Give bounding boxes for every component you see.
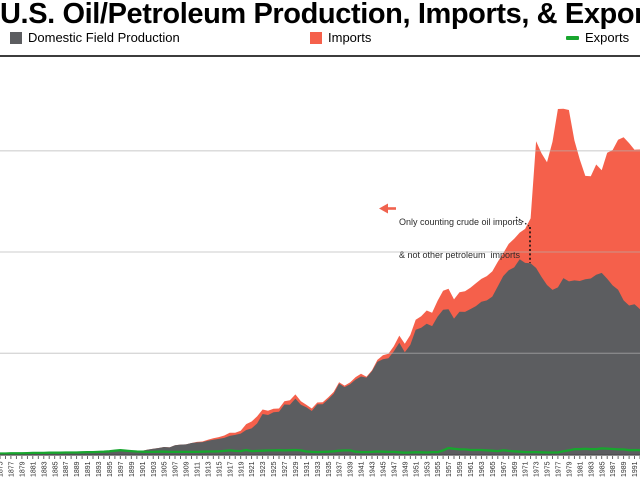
svg-text:1937: 1937 — [337, 461, 344, 477]
svg-text:1913: 1913 — [206, 461, 213, 477]
svg-text:1981: 1981 — [577, 461, 584, 477]
svg-text:1923: 1923 — [260, 461, 267, 477]
svg-text:1921: 1921 — [249, 461, 256, 477]
svg-text:1935: 1935 — [326, 461, 333, 477]
svg-text:1911: 1911 — [195, 462, 202, 477]
svg-text:1957: 1957 — [446, 461, 453, 477]
svg-text:1883: 1883 — [41, 461, 48, 477]
svg-text:1887: 1887 — [63, 461, 70, 477]
legend-item-exports: Exports — [566, 30, 629, 45]
svg-text:1955: 1955 — [435, 461, 442, 477]
production-area — [0, 259, 640, 455]
svg-text:1915: 1915 — [216, 461, 223, 477]
svg-text:1931: 1931 — [304, 461, 311, 477]
imports-swatch-icon — [310, 31, 322, 44]
svg-text:1961: 1961 — [468, 461, 475, 477]
legend-label-imports: Imports — [328, 30, 372, 45]
svg-text:1973: 1973 — [534, 461, 541, 477]
exports-dash-icon — [566, 35, 579, 40]
x-axis-ticks — [0, 456, 640, 459]
svg-text:1905: 1905 — [162, 461, 169, 477]
svg-text:1983: 1983 — [588, 461, 595, 477]
svg-text:1941: 1941 — [359, 461, 366, 477]
svg-text:1877: 1877 — [9, 461, 16, 477]
svg-text:1893: 1893 — [96, 461, 103, 477]
svg-text:1967: 1967 — [501, 461, 508, 477]
svg-text:1875: 1875 — [0, 461, 5, 477]
svg-text:1975: 1975 — [545, 461, 552, 477]
x-axis-labels: 1875 1877 1879 1881 1883 1885 1887 1889 1891 1893… — [0, 461, 639, 477]
legend-item-production: Domestic Field Production — [10, 30, 180, 45]
svg-text:1889: 1889 — [74, 461, 81, 477]
svg-text:1971: 1971 — [523, 461, 530, 477]
svg-text:1901: 1901 — [140, 461, 147, 477]
svg-text:1907: 1907 — [173, 461, 180, 477]
legend: Domestic Field Production Imports Export… — [0, 30, 640, 48]
gridlines — [0, 150, 640, 354]
svg-text:1881: 1881 — [30, 461, 37, 477]
svg-text:1949: 1949 — [402, 461, 409, 477]
svg-text:1919: 1919 — [238, 461, 245, 477]
svg-text:1925: 1925 — [271, 461, 278, 477]
legend-item-imports: Imports — [310, 30, 371, 45]
svg-text:1951: 1951 — [413, 461, 420, 477]
svg-text:1985: 1985 — [599, 461, 606, 477]
svg-text:1917: 1917 — [227, 461, 234, 477]
svg-text:1989: 1989 — [621, 461, 628, 477]
svg-text:1929: 1929 — [293, 461, 300, 477]
svg-text:1959: 1959 — [457, 461, 464, 477]
svg-text:1939: 1939 — [348, 461, 355, 477]
annotation-note: Only counting crude oil imports & not ot… — [399, 195, 523, 283]
production-swatch-icon — [10, 31, 22, 44]
annotation-line2: & not other petroleum imports — [399, 250, 521, 260]
svg-text:1965: 1965 — [490, 461, 497, 477]
svg-text:1909: 1909 — [184, 461, 191, 477]
annotation-line1: Only counting crude oil imports — [399, 217, 523, 227]
svg-text:1987: 1987 — [610, 461, 617, 477]
svg-text:1977: 1977 — [556, 461, 563, 477]
exports-line — [0, 446, 640, 455]
svg-text:1991: 1991 — [632, 461, 639, 477]
svg-text:1927: 1927 — [282, 461, 289, 477]
svg-text:1979: 1979 — [567, 461, 574, 477]
svg-text:1953: 1953 — [424, 461, 431, 477]
legend-label-production: Domestic Field Production — [28, 30, 180, 45]
chart-title: U.S. Oil/Petroleum Production, Imports, … — [0, 0, 640, 30]
annotation-dotted-connector — [515, 216, 530, 227]
svg-text:1903: 1903 — [151, 461, 158, 477]
svg-text:1897: 1897 — [118, 461, 125, 477]
legend-label-exports: Exports — [585, 30, 630, 45]
svg-text:1933: 1933 — [315, 461, 322, 477]
svg-text:1945: 1945 — [381, 461, 388, 477]
annotation-left-arrow-icon — [379, 203, 396, 214]
svg-text:1885: 1885 — [52, 461, 59, 477]
svg-text:1879: 1879 — [20, 461, 27, 477]
svg-text:1969: 1969 — [512, 461, 519, 477]
svg-text:1943: 1943 — [370, 461, 377, 477]
svg-text:1947: 1947 — [391, 461, 398, 477]
svg-text:1963: 1963 — [479, 461, 486, 477]
svg-text:1891: 1891 — [85, 461, 92, 477]
svg-text:1895: 1895 — [107, 461, 114, 477]
svg-text:1899: 1899 — [129, 461, 136, 477]
